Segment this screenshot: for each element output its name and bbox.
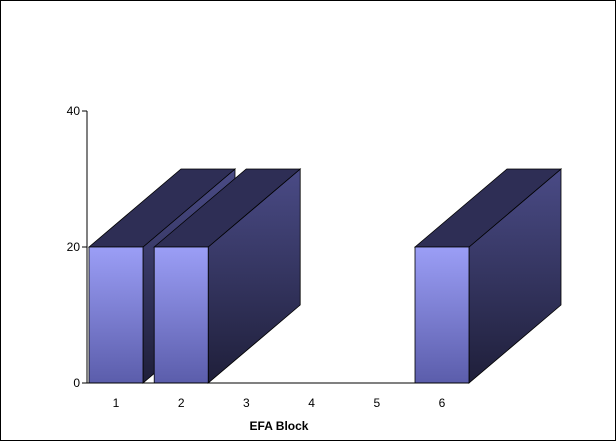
bar-2 <box>153 168 302 384</box>
bar-front-face <box>153 246 209 384</box>
bars-layer <box>87 168 563 384</box>
y-tick-label: 0 <box>73 376 80 390</box>
x-tick-label: 6 <box>439 396 446 410</box>
x-tick-label: 2 <box>178 396 185 410</box>
x-tick-label: 4 <box>308 396 315 410</box>
bar-front-face <box>414 246 470 384</box>
y-tick-label: 40 <box>67 104 81 118</box>
bar-front-face <box>88 246 144 384</box>
x-tick-label: 5 <box>373 396 380 410</box>
bar-6 <box>413 168 563 384</box>
y-tick-label: 20 <box>67 240 81 254</box>
x-tick-label: 3 <box>243 396 250 410</box>
x-axis-title: EFA Block <box>250 419 309 433</box>
x-axis-ticks: 1 2 3 4 5 6 <box>113 396 446 410</box>
y-axis-ticks: 0 20 40 <box>67 104 87 390</box>
x-tick-label: 1 <box>113 396 120 410</box>
